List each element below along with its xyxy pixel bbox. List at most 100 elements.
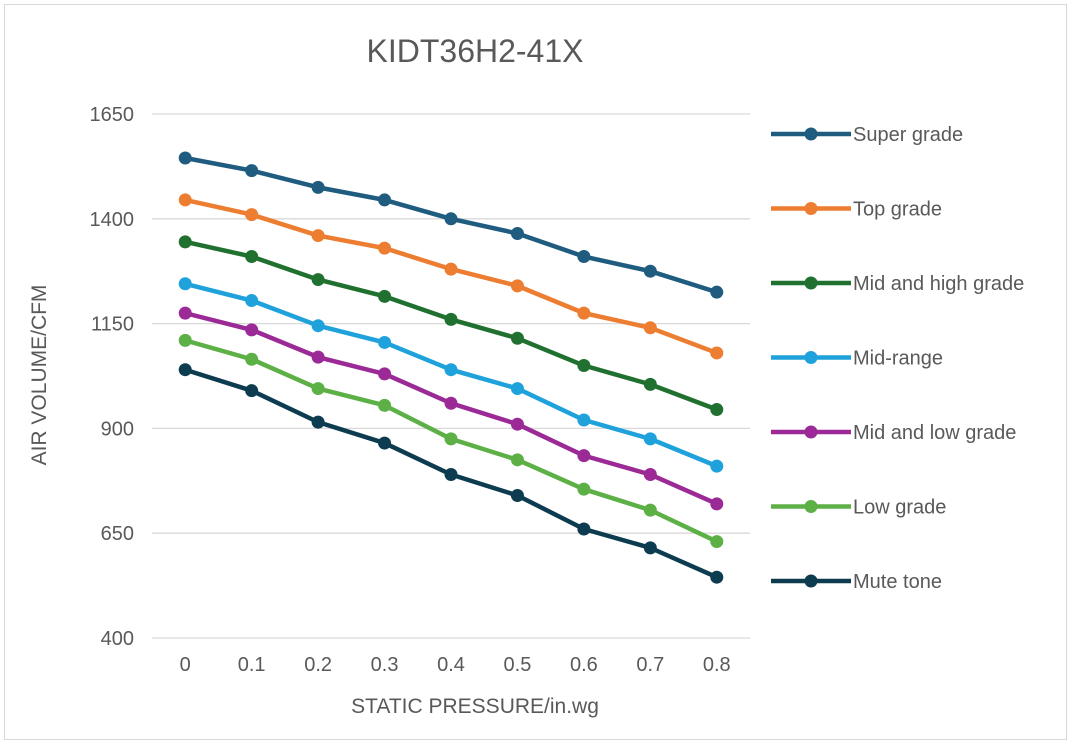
y-tick-label: 1150 xyxy=(91,314,134,336)
data-point xyxy=(643,503,657,517)
data-point xyxy=(378,193,392,207)
legend-item: Mid and high grade xyxy=(771,273,1024,295)
data-point xyxy=(577,413,591,427)
legend-marker xyxy=(804,425,818,439)
legend-item: Mid and low grade xyxy=(771,422,1016,444)
data-point xyxy=(643,377,657,391)
legend-marker xyxy=(804,574,818,588)
data-point xyxy=(444,396,458,410)
data-point xyxy=(378,398,392,412)
x-axis-label: STATIC PRESSURE/in.wg xyxy=(351,695,599,718)
data-point xyxy=(444,212,458,226)
y-axis-ticks: 400 650 900 1150 1400 1650 xyxy=(90,104,135,650)
y-tick-label: 1650 xyxy=(90,104,135,126)
legend-item: Low grade xyxy=(771,497,946,519)
x-tick-label: 0.7 xyxy=(636,654,664,676)
legend-item: Super grade xyxy=(771,124,963,146)
data-point xyxy=(710,570,724,584)
data-point xyxy=(245,294,259,308)
series-0 xyxy=(178,151,724,299)
legend-marker xyxy=(804,500,818,513)
legend-label: Mid and low grade xyxy=(853,422,1016,444)
data-point xyxy=(510,382,524,396)
legend-label: Low grade xyxy=(853,497,946,519)
data-point xyxy=(311,382,325,396)
data-point xyxy=(245,384,259,398)
x-axis-ticks: 0 0.1 0.2 0.3 0.4 0.5 0.6 0.7 0.8 xyxy=(180,654,731,676)
legend-marker xyxy=(804,351,818,364)
data-point xyxy=(444,432,458,446)
data-point xyxy=(710,459,724,473)
data-point xyxy=(444,468,458,482)
data-point xyxy=(710,497,724,511)
y-tick-label: 900 xyxy=(101,418,134,440)
data-point xyxy=(245,323,259,337)
data-point xyxy=(378,367,392,381)
data-point xyxy=(178,277,192,291)
data-point xyxy=(378,335,392,349)
x-tick-label: 0.3 xyxy=(371,654,399,676)
data-point xyxy=(178,333,192,347)
data-point xyxy=(510,226,524,240)
data-point xyxy=(710,346,724,360)
data-point xyxy=(178,363,192,377)
legend-item: Mute tone xyxy=(771,571,942,593)
data-point xyxy=(710,403,724,417)
x-tick-label: 0.1 xyxy=(238,654,266,676)
data-point xyxy=(245,164,259,178)
data-point xyxy=(510,331,524,345)
data-point xyxy=(510,453,524,467)
data-point xyxy=(510,279,524,293)
y-axis-label: AIR VOLUME/CFM xyxy=(28,285,51,466)
data-point xyxy=(378,436,392,450)
data-point xyxy=(245,208,259,222)
data-point xyxy=(577,449,591,463)
y-tick-label: 650 xyxy=(101,523,134,545)
data-point xyxy=(311,350,325,364)
data-point xyxy=(444,363,458,377)
data-point xyxy=(577,522,591,536)
legend-item: Top grade xyxy=(771,199,942,221)
series-6 xyxy=(178,363,724,584)
data-point xyxy=(178,193,192,207)
data-point xyxy=(710,285,724,299)
data-point xyxy=(444,262,458,276)
data-point xyxy=(577,359,591,373)
data-point xyxy=(311,229,325,243)
legend-item: Mid-range xyxy=(771,348,943,370)
legend-marker xyxy=(804,276,818,290)
data-point xyxy=(378,289,392,303)
data-point xyxy=(178,151,192,165)
x-tick-label: 0.5 xyxy=(504,654,532,676)
data-point xyxy=(178,306,192,320)
data-point xyxy=(643,432,657,446)
chart-title: KIDT36H2-41X xyxy=(367,33,584,69)
legend-marker xyxy=(804,202,818,215)
data-point xyxy=(643,321,657,335)
data-point xyxy=(643,264,657,278)
series-layer xyxy=(178,151,724,584)
data-point xyxy=(577,250,591,264)
series-2 xyxy=(178,235,724,417)
data-point xyxy=(311,273,325,287)
series-4 xyxy=(178,306,724,511)
legend-label: Mute tone xyxy=(853,571,942,593)
data-point xyxy=(311,180,325,194)
data-point xyxy=(643,541,657,555)
x-tick-label: 0.6 xyxy=(570,654,598,676)
y-tick-label: 1400 xyxy=(90,209,135,231)
data-point xyxy=(245,250,259,264)
x-tick-label: 0.4 xyxy=(437,654,465,676)
legend-marker xyxy=(804,127,818,141)
series-3 xyxy=(178,277,724,473)
data-point xyxy=(178,235,192,249)
data-point xyxy=(245,352,259,366)
data-point xyxy=(311,415,325,429)
data-point xyxy=(510,488,524,502)
legend-label: Super grade xyxy=(853,124,963,146)
legend-label: Mid and high grade xyxy=(853,273,1024,295)
y-tick-label: 400 xyxy=(101,628,134,650)
x-tick-label: 0.8 xyxy=(703,654,731,676)
data-point xyxy=(444,312,458,326)
